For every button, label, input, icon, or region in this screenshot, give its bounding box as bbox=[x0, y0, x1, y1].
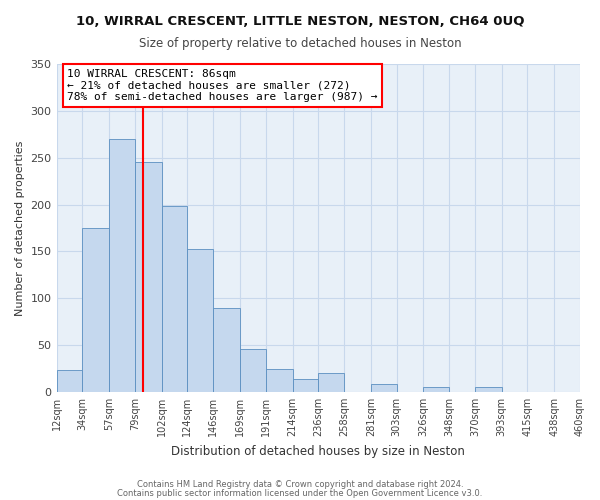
Bar bbox=[293, 379, 318, 392]
Bar bbox=[109, 139, 135, 392]
Y-axis label: Number of detached properties: Number of detached properties bbox=[15, 140, 25, 316]
Bar bbox=[266, 368, 293, 392]
Bar bbox=[240, 349, 266, 392]
X-axis label: Distribution of detached houses by size in Neston: Distribution of detached houses by size … bbox=[172, 444, 465, 458]
Bar bbox=[318, 373, 344, 392]
Text: 10, WIRRAL CRESCENT, LITTLE NESTON, NESTON, CH64 0UQ: 10, WIRRAL CRESCENT, LITTLE NESTON, NEST… bbox=[76, 15, 524, 28]
Bar bbox=[82, 228, 109, 392]
Text: Contains HM Land Registry data © Crown copyright and database right 2024.: Contains HM Land Registry data © Crown c… bbox=[137, 480, 463, 489]
Text: 10 WIRRAL CRESCENT: 86sqm
← 21% of detached houses are smaller (272)
78% of semi: 10 WIRRAL CRESCENT: 86sqm ← 21% of detac… bbox=[67, 69, 377, 102]
Bar bbox=[424, 387, 449, 392]
Bar bbox=[162, 206, 187, 392]
Bar bbox=[187, 248, 213, 392]
Bar bbox=[213, 308, 240, 392]
Bar bbox=[56, 370, 82, 392]
Bar bbox=[371, 384, 397, 392]
Bar bbox=[135, 162, 162, 392]
Text: Size of property relative to detached houses in Neston: Size of property relative to detached ho… bbox=[139, 38, 461, 51]
Text: Contains public sector information licensed under the Open Government Licence v3: Contains public sector information licen… bbox=[118, 489, 482, 498]
Bar bbox=[475, 387, 502, 392]
